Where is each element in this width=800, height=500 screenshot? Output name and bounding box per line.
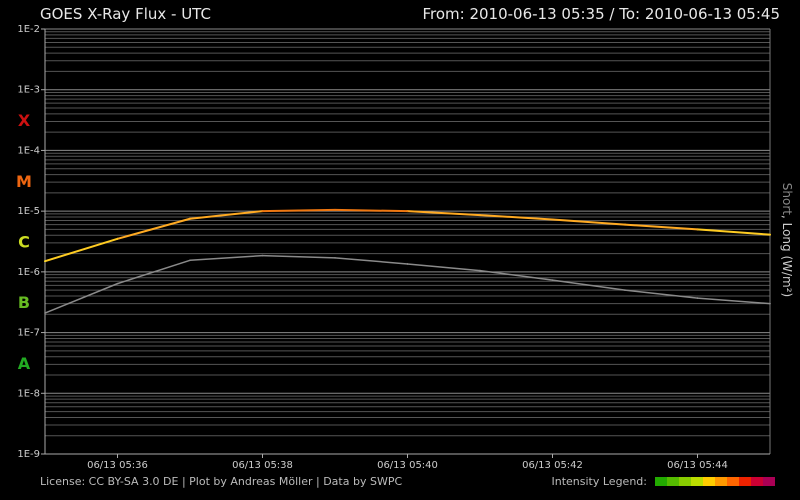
- data-point: [624, 289, 626, 291]
- x-tick-label: 06/13 05:44: [667, 460, 728, 471]
- data-point: [479, 269, 481, 272]
- x-tick-label: 06/13 05:38: [232, 460, 293, 471]
- y-axis-label: Short, Long (W/m²): [780, 183, 794, 297]
- data-point: [406, 263, 409, 265]
- series-segment: [624, 223, 699, 231]
- legend-swatch: [667, 477, 679, 486]
- chart-title: GOES X-Ray Flux - UTC: [40, 5, 211, 23]
- flare-class-b: B: [18, 293, 30, 312]
- plot-area: [45, 29, 770, 454]
- legend-swatch: [751, 477, 763, 486]
- flare-class-c: C: [18, 233, 30, 252]
- series-segment: [551, 279, 626, 291]
- series-segment: [696, 297, 771, 305]
- legend-swatch: [739, 477, 751, 486]
- series-segment: [479, 269, 554, 281]
- data-point: [116, 282, 119, 285]
- y-label-short: Short: [780, 182, 794, 215]
- y-tick-label: 1E-4: [17, 145, 40, 156]
- legend-swatch: [655, 477, 667, 486]
- series-segment: [406, 263, 481, 272]
- y-label-long: Long (W/m²): [780, 222, 794, 298]
- series-segment: [116, 259, 191, 285]
- legend-swatch: [679, 477, 691, 486]
- flare-class-m: M: [16, 172, 32, 191]
- legend-swatch: [727, 477, 739, 486]
- data-point: [334, 209, 336, 211]
- series-segment: [696, 228, 771, 236]
- series-segment: [116, 217, 191, 240]
- flare-class-a: A: [18, 354, 31, 373]
- series-segment: [44, 282, 119, 314]
- data-point: [189, 259, 191, 262]
- series-long: [44, 208, 771, 263]
- data-point: [551, 218, 554, 221]
- series-segment: [189, 210, 264, 220]
- flare-class-x: X: [18, 111, 31, 130]
- legend-swatch: [763, 477, 775, 486]
- intensity-legend: Intensity Legend:: [551, 475, 775, 488]
- data-point: [189, 217, 191, 220]
- data-point: [551, 279, 554, 281]
- series-segment: [189, 254, 264, 262]
- x-tick-label: 06/13 05:36: [87, 460, 148, 471]
- series-segment: [479, 214, 554, 221]
- series-segment: [261, 208, 336, 213]
- data-point: [479, 214, 481, 216]
- legend-swatch: [691, 477, 703, 486]
- series-segment: [334, 257, 409, 265]
- series-segment: [551, 218, 626, 226]
- series-segment: [624, 289, 699, 299]
- data-point: [44, 260, 46, 262]
- grid: [45, 28, 770, 455]
- y-tick-label: 1E-9: [17, 449, 40, 460]
- y-tick-label: 1E-3: [17, 85, 40, 96]
- tick-labels: 1E-2 1E-3 1E-4 1E-5 1E-6 1E-7 1E-8 1E-9 X M C B A 06/…: [16, 24, 728, 471]
- data-point: [116, 238, 119, 240]
- series-segment: [334, 208, 409, 213]
- series-segment: [261, 254, 336, 259]
- intensity-legend-bar: [655, 477, 775, 486]
- series-segment: [44, 237, 119, 263]
- y-tick-label: 1E-8: [17, 388, 40, 399]
- y-tick-label: 1E-7: [17, 328, 40, 339]
- data-point: [334, 257, 336, 259]
- series-segment: [406, 210, 481, 217]
- intensity-legend-label: Intensity Legend:: [551, 475, 648, 488]
- y-tick-label: 1E-2: [17, 24, 40, 35]
- data-point: [44, 312, 46, 314]
- axes: [41, 28, 771, 458]
- x-tick-label: 06/13 05:40: [377, 460, 438, 471]
- data-point: [696, 297, 699, 299]
- data-point: [624, 223, 626, 226]
- data-point: [769, 233, 771, 236]
- series-group: [44, 208, 771, 314]
- y-tick-label: 1E-6: [17, 267, 40, 278]
- data-point: [261, 254, 264, 257]
- data-point: [406, 210, 409, 212]
- data-point: [261, 210, 264, 212]
- data-point: [769, 302, 771, 305]
- legend-swatch: [703, 477, 715, 486]
- x-tick-label: 06/13 05:42: [522, 460, 583, 471]
- y-label-separator: ,: [780, 214, 794, 223]
- time-range: From: 2010-06-13 05:35 / To: 2010-06-13 …: [422, 5, 780, 23]
- data-point: [696, 228, 699, 231]
- y-tick-label: 1E-5: [17, 206, 40, 217]
- legend-swatch: [715, 477, 727, 486]
- series-short: [44, 254, 771, 314]
- credits: License: CC BY-SA 3.0 DE | Plot by Andre…: [40, 475, 403, 488]
